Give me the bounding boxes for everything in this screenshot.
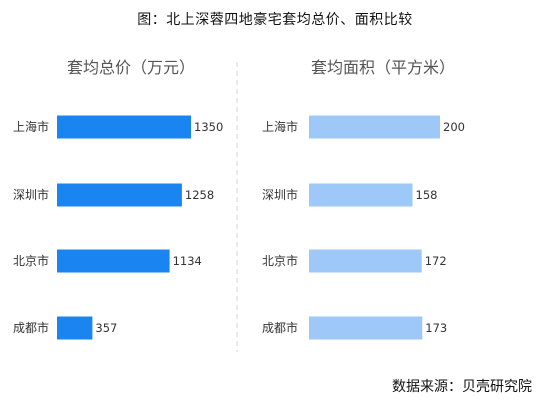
- price-bar: [57, 183, 182, 207]
- area-value-label: 172: [425, 254, 447, 268]
- area-category-label: 深圳市: [262, 187, 298, 202]
- area-value-label: 200: [443, 120, 465, 134]
- area-value-label: 158: [416, 188, 438, 202]
- price-panel: 套均总价（万元） 上海市 1350 深圳市 1258 北京市 1134 成都市 357: [13, 58, 223, 340]
- area-category-label: 北京市: [262, 253, 298, 268]
- area-bar: [309, 115, 440, 139]
- figure-caption: 图：北上深蓉四地豪宅套均总价、面积比较: [137, 12, 413, 28]
- price-value-label: 357: [95, 321, 117, 335]
- price-value-label: 1258: [185, 188, 214, 202]
- area-panel-title: 套均面积（平方米）: [311, 58, 455, 77]
- area-value-label: 173: [425, 321, 447, 335]
- price-value-label: 1134: [173, 254, 202, 268]
- price-category-label: 成都市: [13, 320, 49, 335]
- source-note: 数据来源：贝壳研究院: [392, 379, 532, 395]
- price-bar: [57, 316, 93, 340]
- area-category-label: 成都市: [262, 320, 298, 335]
- price-panel-title: 套均总价（万元）: [67, 58, 195, 77]
- area-panel: 套均面积（平方米） 上海市 200 深圳市 158 北京市 172 成都市 173: [262, 58, 465, 340]
- price-bar: [57, 249, 170, 273]
- price-category-label: 北京市: [13, 253, 49, 268]
- price-category-label: 深圳市: [13, 187, 49, 202]
- price-value-label: 1350: [194, 120, 223, 134]
- area-bar: [309, 249, 422, 273]
- area-category-label: 上海市: [262, 119, 298, 134]
- area-bar: [309, 183, 413, 207]
- price-category-label: 上海市: [13, 119, 49, 134]
- area-bar: [309, 316, 423, 340]
- price-bar: [57, 115, 191, 139]
